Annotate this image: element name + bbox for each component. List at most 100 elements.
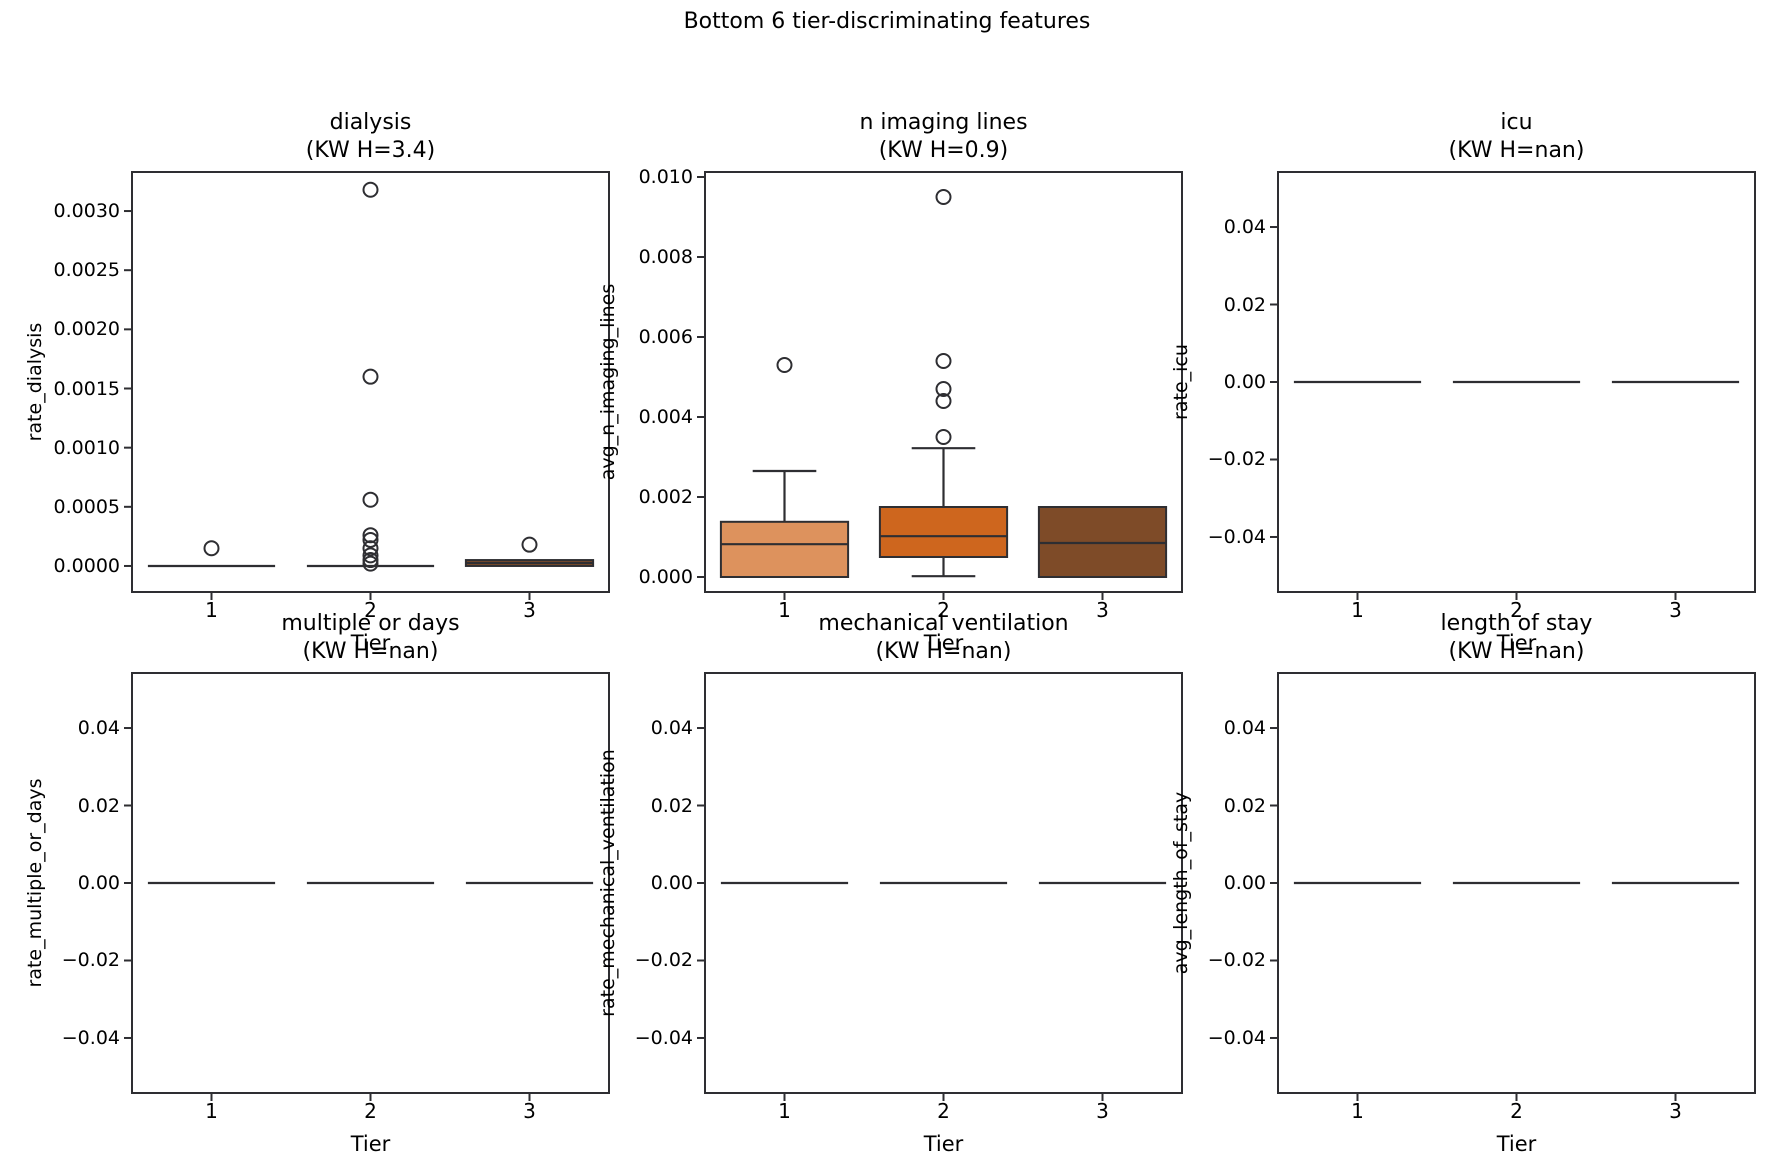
- y-tick-label: 0.0015: [53, 377, 120, 400]
- x-tick-label: 2: [937, 1099, 950, 1123]
- subplot-title-kw: (KW H=3.4): [305, 138, 436, 163]
- y-tick-label: 0.04: [77, 717, 120, 740]
- outlier-point: [362, 181, 379, 198]
- subplot-title-kw: (KW H=nan): [1448, 639, 1585, 664]
- subplot-title: dialysis (KW H=3.4): [306, 109, 436, 165]
- subplot-title-feature: length of stay: [1440, 611, 1593, 636]
- subplot-icu: icu (KW H=nan) rate_icu Tier −0.04 −0.02 0.…: [1170, 110, 1756, 655]
- y-axis-label: rate_multiple_or_days: [24, 778, 46, 988]
- y-tick-label: 0.002: [638, 486, 693, 508]
- x-tick-label: 1: [1351, 598, 1364, 622]
- y-tick-label: 0.04: [1223, 216, 1266, 239]
- y-tick-label: 0.00: [650, 872, 693, 894]
- subplot-title-kw: (KW H=nan): [302, 639, 439, 664]
- y-tick-label: −0.04: [1207, 525, 1266, 548]
- y-tick-label: 0.0010: [53, 436, 120, 459]
- y-tick-label: 0.008: [638, 246, 693, 268]
- outlier-point: [362, 491, 379, 508]
- subplot-title: length of stay (KW H=nan): [1441, 610, 1593, 666]
- x-axis-label: Tier: [350, 631, 391, 655]
- x-axis-label: Tier: [350, 1132, 391, 1156]
- axes-frame: [704, 672, 1183, 1094]
- subplot-multiple-or-days: multiple or days (KW H=nan) rate_multiple…: [24, 611, 610, 1156]
- y-tick-label: 0.004: [638, 406, 693, 428]
- axes-frame: [704, 171, 1183, 593]
- x-axis-label: Tier: [923, 1132, 964, 1156]
- outlier-point: [362, 547, 379, 564]
- x-tick-label: 1: [778, 1099, 791, 1123]
- subplot-title: multiple or days (KW H=nan): [281, 610, 459, 666]
- y-axis-label: rate_dialysis: [24, 322, 46, 442]
- axes: [1270, 171, 1756, 600]
- x-tick-label: 3: [1669, 1099, 1682, 1123]
- y-tick-label: −0.02: [1207, 448, 1266, 471]
- outlier-point: [935, 189, 952, 205]
- x-tick-label: 3: [523, 1099, 536, 1123]
- subplot-title: n imaging lines (KW H=0.9): [859, 109, 1027, 165]
- y-tick-label: 0.010: [638, 166, 693, 188]
- y-tick-label: 0.0025: [53, 259, 120, 282]
- y-tick-label: −0.02: [61, 949, 120, 972]
- y-tick-label: 0.000: [638, 566, 693, 588]
- axes-frame: [1277, 672, 1756, 1094]
- axes: [697, 171, 1183, 600]
- y-tick-label: 0.02: [1223, 293, 1266, 316]
- figure-title: Bottom 6 tier-discriminating features: [683, 9, 1091, 34]
- x-tick-label: 3: [523, 598, 536, 622]
- y-axis-label: rate_icu: [1170, 344, 1192, 420]
- outlier-point: [362, 368, 379, 385]
- outlier-point: [935, 381, 952, 397]
- subplot-title-kw: (KW H=nan): [1448, 138, 1585, 163]
- x-tick-label: 1: [778, 598, 791, 622]
- outlier-point: [362, 531, 379, 548]
- y-tick-label: 0.00: [1223, 371, 1266, 393]
- subplot-title-feature: dialysis: [329, 110, 412, 135]
- axes: [124, 171, 610, 600]
- subplot-title: icu (KW H=nan): [1449, 109, 1585, 165]
- axes-frame: [1277, 171, 1756, 593]
- y-tick-label: −0.02: [634, 949, 693, 972]
- outlier-point: [521, 536, 538, 553]
- y-tick-label: 0.006: [638, 326, 693, 348]
- y-axis-label: avg_n_imaging_lines: [597, 283, 619, 481]
- y-tick-label: 0.0005: [53, 495, 120, 518]
- y-tick-label: 0.0020: [53, 318, 120, 341]
- axes: [124, 672, 610, 1101]
- box-tier-2: [878, 506, 1009, 558]
- axes: [1270, 672, 1756, 1101]
- y-axis-label: avg_length_of_stay: [1170, 791, 1192, 975]
- subplot-title-kw: (KW H=nan): [875, 639, 1012, 664]
- x-tick-label: 1: [205, 598, 218, 622]
- x-axis-label: Tier: [1496, 631, 1537, 655]
- subplot-dialysis: dialysis (KW H=3.4) rate_dialysis Tier 0.…: [24, 110, 610, 655]
- outlier-point: [362, 555, 379, 572]
- x-tick-label: 3: [1096, 598, 1109, 622]
- x-tick-label: 1: [1351, 1099, 1364, 1123]
- y-tick-label: 0.02: [77, 794, 120, 817]
- y-tick-label: 0.00: [77, 872, 120, 894]
- subplot-title-feature: multiple or days: [281, 611, 460, 636]
- axes: [697, 672, 1183, 1101]
- y-axis-label: rate_mechanical_ventilation: [597, 749, 619, 1017]
- y-tick-label: −0.02: [1207, 949, 1266, 972]
- subplot-n-imaging-lines: n imaging lines (KW H=0.9) avg_n_imaging_…: [597, 110, 1183, 655]
- x-axis-label: Tier: [1496, 1132, 1537, 1156]
- outlier-point: [935, 353, 952, 369]
- y-tick-label: −0.04: [61, 1026, 120, 1049]
- axes-frame: [131, 171, 610, 593]
- outlier-point: [935, 393, 952, 409]
- subplot-title: mechanical ventilation (KW H=nan): [818, 610, 1068, 666]
- axes-frame: [131, 672, 610, 1094]
- x-tick-label: 1: [205, 1099, 218, 1123]
- y-tick-label: 0.04: [1223, 717, 1266, 740]
- subplot-length-of-stay: length of stay (KW H=nan) avg_length_of_s…: [1170, 611, 1756, 1156]
- x-tick-label: 2: [364, 598, 377, 622]
- subplot-title-feature: n imaging lines: [859, 110, 1028, 135]
- x-tick-label: 2: [937, 598, 950, 622]
- subplot-mechanical-ventilation: mechanical ventilation (KW H=nan) rate_me…: [597, 611, 1183, 1156]
- x-tick-label: 2: [1510, 1099, 1523, 1123]
- y-tick-label: 0.0000: [53, 554, 120, 577]
- box-tier-1: [719, 520, 850, 578]
- y-tick-label: 0.0030: [53, 200, 120, 223]
